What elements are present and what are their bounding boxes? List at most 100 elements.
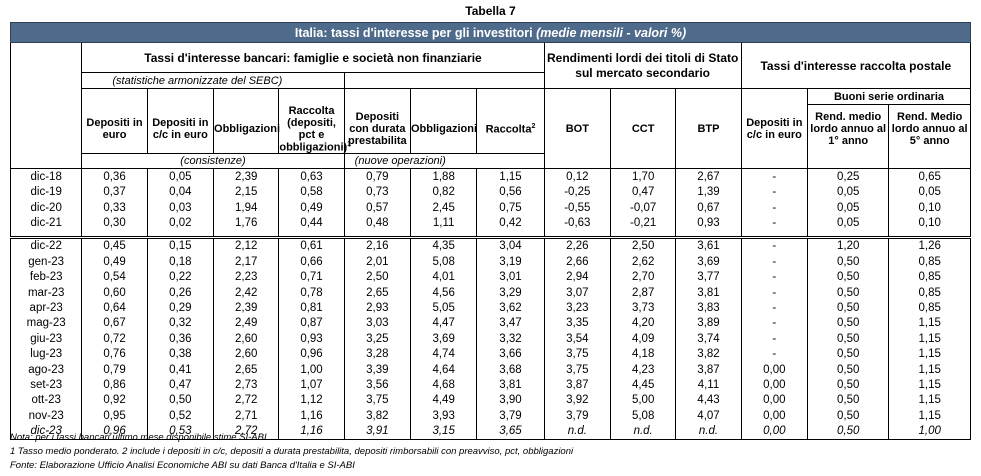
table-cell: 1,70 (610, 168, 677, 185)
col-dep-euro: Depositi in euro (81, 104, 148, 154)
table-cell: 0,10 (888, 215, 971, 231)
table-cell: 0,48 (344, 215, 412, 231)
table-cell: 2,60 (213, 331, 280, 347)
table-cell: 0,00 (741, 408, 808, 424)
table-cell: 0,49 (278, 199, 345, 216)
table-cell: 1,15 (476, 168, 545, 185)
table-row: dic-22 0,45 0,15 2,12 0,61 2,16 4,35 3,04 2,26 2,… (9, 235, 971, 255)
table-cell: 3,75 (344, 392, 412, 409)
table-cell: 4,23 (610, 361, 677, 378)
table-cell: 0,05 (807, 215, 890, 231)
table-cell: 2,50 (344, 269, 412, 285)
table-cell: 0,64 (81, 300, 148, 316)
table-cell: 4,68 (410, 377, 478, 393)
table-cell: 0,63 (278, 168, 345, 185)
table-cell: 3,90 (476, 392, 545, 409)
table-cell: 2,23 (213, 269, 280, 285)
table-cell: 3,62 (476, 300, 545, 316)
table-cell: 5,08 (610, 408, 677, 424)
table-row: mag-23 0,67 0,32 2,49 0,87 3,03 4,47 3,47 3,35 4,… (9, 315, 971, 332)
table-cell: - (741, 215, 808, 231)
col-btp: BTP (675, 104, 742, 154)
table-row: apr-23 0,64 0,29 2,39 0,81 2,93 5,05 3,62 3,23 3,… (9, 300, 971, 316)
table-cell: 0,05 (888, 184, 971, 200)
table-cell: 1,15 (888, 361, 971, 378)
table-cell: n.d. (610, 423, 677, 440)
table-cell: 0,00 (741, 377, 808, 393)
table-cell: 0,44 (278, 215, 345, 231)
table-cell: 0,50 (807, 392, 890, 409)
table-cell: 0,29 (147, 300, 215, 316)
table-cell: 0,00 (741, 361, 808, 378)
table-cell: 4,45 (610, 377, 677, 393)
table-cell: 3,65 (476, 423, 545, 440)
table-cell: 0,05 (147, 168, 215, 185)
table-cell: 4,74 (410, 346, 478, 362)
table-cell: 0,00 (741, 392, 808, 409)
table-cell: 1,88 (410, 168, 478, 185)
table-cell: 0,73 (344, 184, 412, 200)
table-row: dic-19 0,37 0,04 2,15 0,58 0,73 0,82 0,56 -0,25 0… (9, 184, 971, 200)
table-cell: 1,76 (213, 215, 280, 231)
table-cell: 1,20 (807, 235, 890, 255)
table-cell: 3,93 (410, 408, 478, 424)
table-cell: 0,50 (807, 346, 890, 362)
table-cell: 0,05 (807, 184, 890, 200)
table-cell: 0,67 (675, 199, 742, 216)
table-cell: 2,26 (544, 235, 612, 255)
table-row: dic-18 0,36 0,05 2,39 0,63 0,79 1,88 1,15 0,12 1,… (9, 168, 971, 185)
table-cell: 0,96 (278, 346, 345, 362)
table-number: Tabella 7 (465, 4, 516, 18)
col-rend5: Rend. Medio lordo annuo al 5° anno (888, 104, 971, 154)
table-cell: 3,15 (410, 423, 478, 440)
col-raccolta2-label: Raccolta (485, 123, 532, 136)
table-cell: 1,26 (888, 235, 971, 255)
table-row: gen-23 0,49 0,18 2,17 0,66 2,01 5,08 3,19 2,66 2,… (9, 254, 971, 270)
group-gov: Rendimenti lordi dei titoli di Stato sul… (544, 42, 742, 89)
table-cell: 3,75 (544, 361, 612, 378)
table-cell: -0,25 (544, 184, 612, 200)
table-cell: 4,09 (610, 331, 677, 347)
table-cell: 2,65 (344, 284, 412, 301)
table-cell: 1,07 (278, 377, 345, 393)
table-cell: 2,67 (675, 168, 742, 185)
table-cell: 0,50 (807, 377, 890, 393)
table-cell: 2,72 (213, 423, 280, 440)
table-cell: 2,72 (213, 392, 280, 409)
table-cell: 0,53 (147, 423, 215, 440)
title-text: Italia: tassi d'interesse per gli invest… (294, 25, 533, 40)
row-label: set-23 (9, 377, 83, 393)
table-cell: 0,57 (344, 199, 412, 216)
table-cell: 0,86 (81, 377, 148, 393)
table-cell: 3,75 (544, 346, 612, 362)
table-cell: 0,79 (344, 168, 412, 185)
annual-rows: dic-18 0,36 0,05 2,39 0,63 0,79 1,88 1,15 0,12 1,… (9, 168, 971, 231)
table-cell: - (741, 300, 808, 316)
table-cell: 0,93 (675, 215, 742, 231)
table-cell: 0,72 (81, 331, 148, 347)
table-row: mar-23 0,60 0,26 2,42 0,78 2,65 4,56 3,29 3,07 2,… (9, 284, 971, 301)
table-cell: 2,17 (213, 254, 280, 270)
table-cell: 4,01 (410, 269, 478, 285)
table-cell: 0,87 (278, 315, 345, 332)
table-cell: 3,81 (476, 377, 545, 393)
footnote-1: 1 Tasso medio ponderato. 2 include i dep… (10, 446, 574, 457)
row-label: ott-23 (9, 392, 83, 409)
table-cell: 1,15 (888, 315, 971, 332)
table-cell: 0,67 (81, 315, 148, 332)
table-row: giu-23 0,72 0,36 2,60 0,93 3,25 3,69 3,32 3,54 4,… (9, 331, 971, 347)
table-cell: 3,81 (675, 284, 742, 301)
table-cell: 3,35 (544, 315, 612, 332)
table-cell: -0,07 (610, 199, 677, 216)
table-cell: 0,60 (81, 284, 148, 301)
table-cell: 2,15 (213, 184, 280, 200)
consistenze-note: (consistenze) (81, 153, 345, 170)
table-cell: 3,68 (476, 361, 545, 378)
table-cell: 0,36 (81, 168, 148, 185)
table-cell: 0,93 (278, 331, 345, 347)
table-cell: 1,39 (675, 184, 742, 200)
table-cell: - (741, 184, 808, 200)
table-cell: 0,92 (81, 392, 148, 409)
table-cell: 4,64 (410, 361, 478, 378)
table-cell: 0,12 (544, 168, 612, 185)
